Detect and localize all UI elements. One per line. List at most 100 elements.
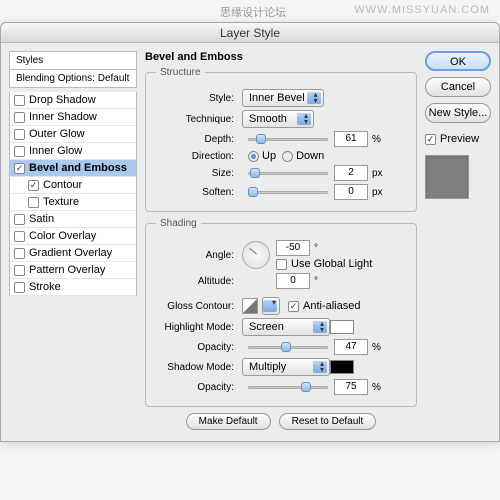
direction-down-radio[interactable]: [282, 151, 293, 162]
preview-swatch: [425, 155, 469, 199]
highlight-mode-select[interactable]: Screen▴▾: [242, 318, 330, 336]
shadow-opacity-unit: %: [372, 382, 381, 393]
reset-default-button[interactable]: Reset to Default: [279, 413, 377, 430]
altitude-unit: °: [314, 276, 318, 287]
shadow-color-swatch[interactable]: [330, 360, 354, 374]
size-slider[interactable]: [248, 168, 328, 178]
style-checkbox[interactable]: [14, 214, 25, 225]
style-checkbox[interactable]: [14, 129, 25, 140]
style-label: Stroke: [29, 281, 61, 293]
highlight-color-swatch[interactable]: [330, 320, 354, 334]
style-checkbox[interactable]: [14, 163, 25, 174]
style-label: Inner Glow: [29, 145, 82, 157]
soften-unit: px: [372, 187, 383, 198]
global-light-checkbox[interactable]: [276, 259, 287, 270]
highlight-opacity-unit: %: [372, 342, 381, 353]
styles-sidebar: Styles Blending Options: Default Drop Sh…: [9, 51, 137, 433]
sidebar-item-texture[interactable]: Texture: [10, 194, 136, 211]
style-checkbox[interactable]: [28, 197, 39, 208]
ok-button[interactable]: OK: [425, 51, 491, 71]
highlight-opacity-input[interactable]: 47: [334, 339, 368, 355]
style-checkbox[interactable]: [14, 265, 25, 276]
right-column: OK Cancel New Style... Preview: [425, 51, 491, 433]
style-list: Drop Shadow Inner Shadow Outer Glow Inner G…: [9, 92, 137, 296]
layer-style-window: Layer Style Styles Blending Options: Def…: [0, 22, 500, 442]
panel-title: Bevel and Emboss: [145, 51, 417, 63]
depth-label: Depth:: [156, 134, 234, 145]
soften-input[interactable]: 0: [334, 184, 368, 200]
preview-checkbox[interactable]: [425, 134, 436, 145]
gloss-contour-label: Gloss Contour:: [156, 301, 234, 312]
style-select[interactable]: Inner Bevel▴▾: [242, 89, 324, 107]
depth-unit: %: [372, 134, 381, 145]
sidebar-item-gradient-overlay[interactable]: Gradient Overlay: [10, 245, 136, 262]
anti-aliased-checkbox[interactable]: [288, 301, 299, 312]
make-default-button[interactable]: Make Default: [186, 413, 271, 430]
shadow-mode-select[interactable]: Multiply▴▾: [242, 358, 330, 376]
technique-select[interactable]: Smooth▴▾: [242, 110, 314, 128]
main-panel: Bevel and Emboss Structure Style: Inner …: [145, 51, 417, 433]
sidebar-item-contour[interactable]: Contour: [10, 177, 136, 194]
size-input[interactable]: 2: [334, 165, 368, 181]
down-label: Down: [296, 150, 324, 162]
style-label: Texture: [43, 196, 79, 208]
direction-label: Direction:: [156, 151, 234, 162]
style-label: Contour: [43, 179, 82, 191]
style-checkbox[interactable]: [14, 231, 25, 242]
angle-input[interactable]: -50: [276, 240, 310, 256]
style-label: Drop Shadow: [29, 94, 96, 106]
watermark-text-2: 思缘设计论坛: [220, 4, 286, 20]
sidebar-header[interactable]: Styles: [9, 51, 137, 70]
depth-slider[interactable]: [248, 134, 328, 144]
style-label: Color Overlay: [29, 230, 96, 242]
highlight-mode-label: Highlight Mode:: [156, 322, 234, 333]
global-light-label: Use Global Light: [291, 258, 372, 270]
sidebar-item-color-overlay[interactable]: Color Overlay: [10, 228, 136, 245]
sidebar-item-satin[interactable]: Satin: [10, 211, 136, 228]
sidebar-item-inner-glow[interactable]: Inner Glow: [10, 143, 136, 160]
watermark-text: WWW.MISSYUAN.COM: [354, 4, 490, 16]
altitude-label: Altitude:: [156, 276, 234, 287]
style-label: Inner Shadow: [29, 111, 97, 123]
gloss-contour-dropdown[interactable]: ▾: [262, 297, 280, 315]
structure-group: Structure Style: Inner Bevel▴▾ Technique…: [145, 67, 417, 212]
style-label: Outer Glow: [29, 128, 85, 140]
style-label: Pattern Overlay: [29, 264, 105, 276]
shadow-opacity-slider[interactable]: [248, 382, 328, 392]
sidebar-item-drop-shadow[interactable]: Drop Shadow: [10, 92, 136, 109]
gloss-contour-picker[interactable]: [242, 298, 258, 314]
sidebar-item-stroke[interactable]: Stroke: [10, 279, 136, 296]
style-checkbox[interactable]: [14, 95, 25, 106]
shading-group: Shading Angle: -50 ° Use Global Light: [145, 218, 417, 407]
sidebar-item-inner-shadow[interactable]: Inner Shadow: [10, 109, 136, 126]
style-label: Gradient Overlay: [29, 247, 112, 259]
blending-options-row[interactable]: Blending Options: Default: [9, 70, 137, 88]
new-style-button[interactable]: New Style...: [425, 103, 491, 123]
style-label: Satin: [29, 213, 54, 225]
soften-label: Soften:: [156, 187, 234, 198]
sidebar-item-outer-glow[interactable]: Outer Glow: [10, 126, 136, 143]
shading-legend: Shading: [156, 218, 201, 229]
shadow-opacity-label: Opacity:: [156, 382, 234, 393]
highlight-opacity-slider[interactable]: [248, 342, 328, 352]
preview-label: Preview: [440, 133, 479, 145]
cancel-button[interactable]: Cancel: [425, 77, 491, 97]
angle-dial[interactable]: [242, 241, 270, 269]
size-label: Size:: [156, 168, 234, 179]
style-checkbox[interactable]: [14, 112, 25, 123]
window-title: Layer Style: [1, 23, 499, 43]
depth-input[interactable]: 61: [334, 131, 368, 147]
sidebar-item-bevel-and-emboss[interactable]: Bevel and Emboss: [10, 160, 136, 177]
style-checkbox[interactable]: [14, 282, 25, 293]
style-checkbox[interactable]: [28, 180, 39, 191]
shadow-opacity-input[interactable]: 75: [334, 379, 368, 395]
angle-unit: °: [314, 243, 318, 254]
up-label: Up: [262, 150, 276, 162]
style-checkbox[interactable]: [14, 146, 25, 157]
altitude-input[interactable]: 0: [276, 273, 310, 289]
style-checkbox[interactable]: [14, 248, 25, 259]
soften-slider[interactable]: [248, 187, 328, 197]
direction-up-radio[interactable]: [248, 151, 259, 162]
style-label: Bevel and Emboss: [29, 162, 127, 174]
sidebar-item-pattern-overlay[interactable]: Pattern Overlay: [10, 262, 136, 279]
